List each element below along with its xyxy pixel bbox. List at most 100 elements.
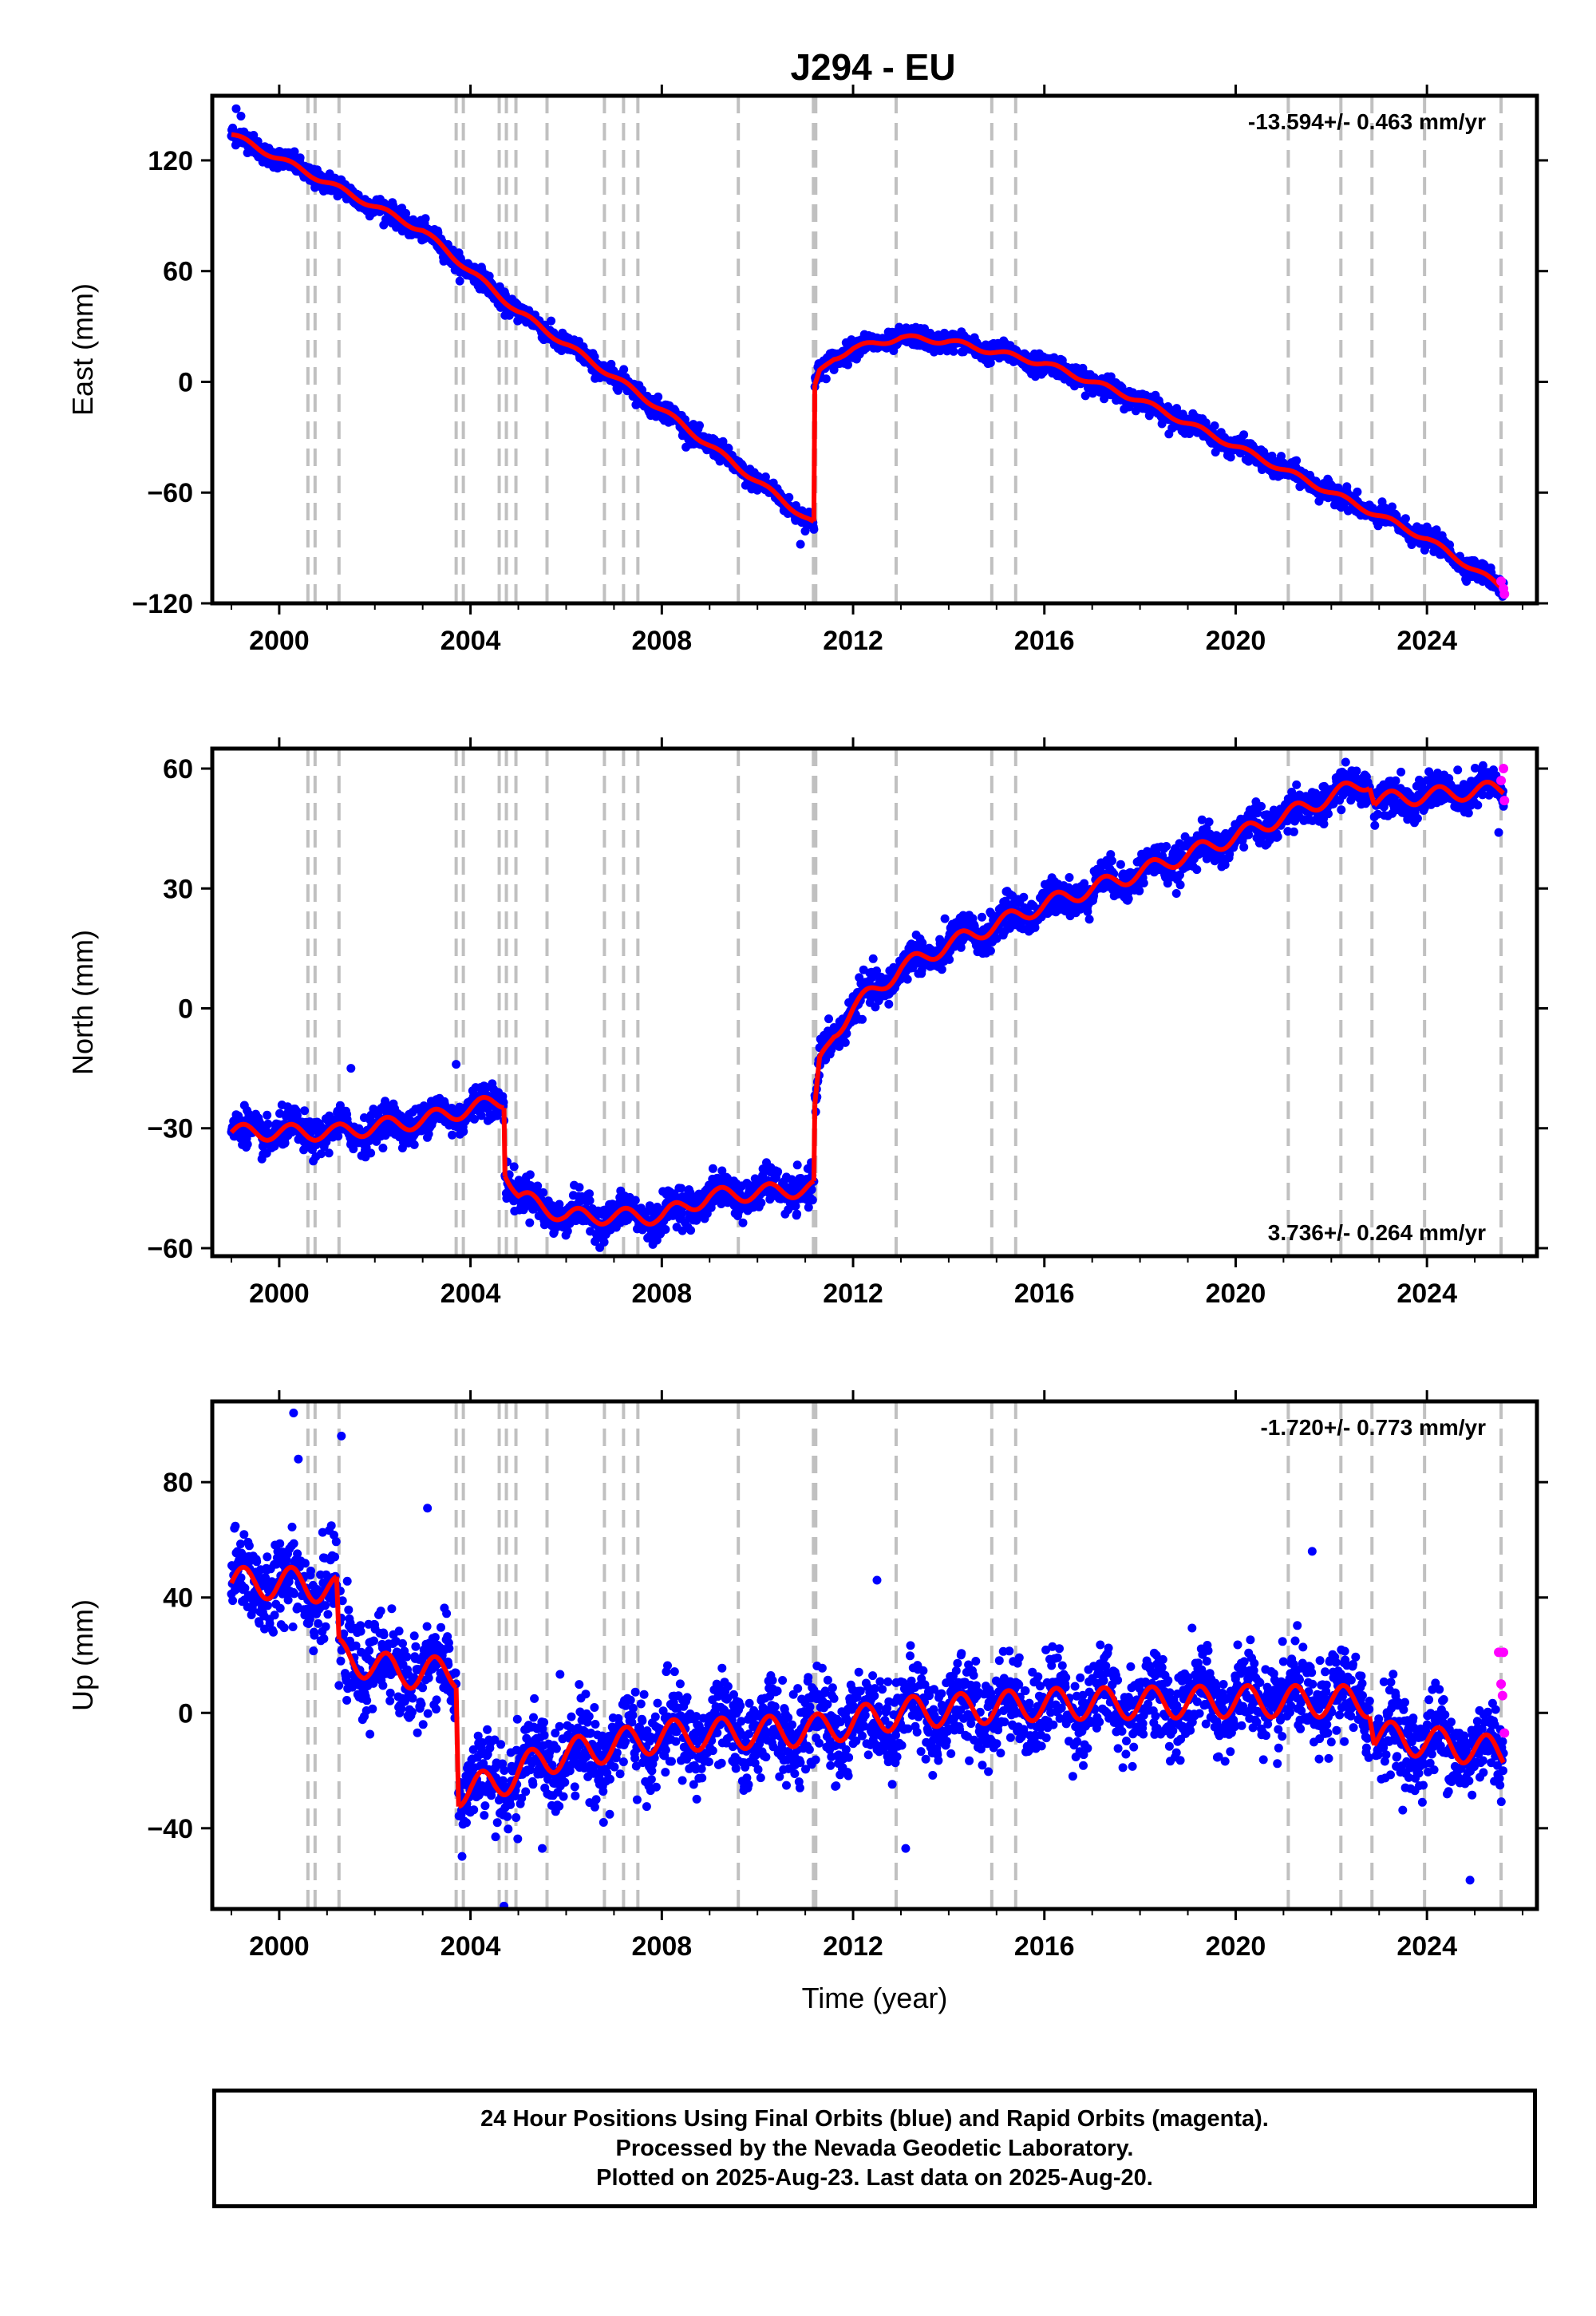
data-point [840, 1037, 850, 1047]
y-axis-label: East (mm) [66, 283, 99, 416]
data-point [871, 1002, 880, 1012]
data-point [808, 1196, 817, 1205]
data-point [821, 374, 831, 384]
data-point [334, 1132, 343, 1141]
data-point [760, 472, 770, 481]
data-point [1076, 904, 1085, 914]
data-point [263, 1110, 272, 1120]
rapid-point [1499, 589, 1510, 599]
event-lines [306, 96, 1503, 603]
data-point [1400, 514, 1410, 524]
y-tick-label: 60 [163, 257, 193, 287]
data-point [525, 1170, 535, 1180]
data-point [986, 358, 995, 368]
data-point [630, 1196, 640, 1205]
data-point [884, 999, 894, 1009]
data-point [843, 360, 852, 370]
data-point [908, 962, 918, 971]
data-point [1019, 892, 1029, 902]
data-point [349, 1144, 358, 1154]
data-point [243, 1140, 252, 1149]
figure-title: J294 - EU [790, 46, 955, 88]
data-point [757, 1198, 766, 1207]
data-point [992, 934, 1001, 943]
data-point [1065, 873, 1074, 882]
data-point [599, 1237, 609, 1247]
outlier-point [231, 104, 241, 113]
data-point [956, 943, 966, 952]
data-point [1080, 391, 1090, 401]
final-orbit-points [227, 757, 1508, 1252]
data-point [378, 1144, 388, 1152]
data-point [858, 1014, 867, 1024]
data-point [275, 1109, 284, 1118]
data-point [295, 153, 305, 163]
data-point [547, 316, 556, 326]
data-point [1030, 923, 1040, 932]
data-point [421, 214, 430, 223]
data-point [533, 1181, 543, 1191]
data-point [509, 1162, 519, 1172]
data-point [459, 1127, 468, 1136]
data-point [365, 1136, 374, 1145]
panel-east: 2000 2004 2008 2012 2016 2020 2024−120−6006012… [66, 85, 1548, 656]
data-point [940, 914, 950, 923]
data-point [645, 1201, 654, 1211]
data-point [792, 1209, 802, 1219]
data-point [619, 365, 629, 374]
data-point [949, 346, 958, 356]
data-point [525, 1218, 535, 1227]
data-point [1226, 453, 1235, 462]
data-point [563, 1227, 572, 1236]
model-curve-segment [812, 333, 1506, 592]
data-point [1292, 456, 1302, 465]
outlier-point [1112, 396, 1121, 405]
panel-north: 2000 2004 2008 2012 2016 2020 2024−60−3003060N… [66, 737, 1548, 1309]
data-point [824, 1014, 833, 1024]
data-point [678, 1208, 687, 1218]
data-point [868, 954, 878, 963]
data-point [585, 1189, 594, 1199]
x-tick-label: 2000 [249, 626, 310, 656]
data-point [290, 147, 299, 156]
rapid-point [1496, 576, 1507, 587]
x-tick-label: 2004 [440, 626, 501, 656]
data-point [903, 974, 912, 984]
velocity-rate-label: -13.594+/- 0.463 mm/yr [1248, 109, 1486, 134]
data-point [872, 966, 881, 975]
data-point [661, 1225, 670, 1234]
data-point [316, 1149, 326, 1159]
final-orbit-points [227, 104, 1508, 601]
data-point [945, 954, 954, 964]
model-curve-segment [231, 132, 816, 524]
model-offset [811, 385, 818, 522]
data-point [1088, 389, 1097, 398]
data-point [809, 524, 819, 534]
data-point [937, 965, 946, 974]
data-point [263, 1119, 273, 1128]
data-point [986, 946, 995, 955]
data-point [455, 276, 464, 286]
data-point [366, 1148, 376, 1158]
data-point [695, 421, 704, 430]
data-point [978, 912, 986, 922]
x-tick-label: 2008 [632, 626, 693, 656]
data-point [1353, 487, 1362, 496]
data-point [686, 1226, 696, 1235]
y-tick-label: 0 [178, 367, 193, 397]
data-point [1388, 502, 1396, 512]
data-point [1239, 430, 1249, 440]
data-point [585, 1196, 595, 1205]
x-tick-label: 2012 [823, 626, 883, 656]
data-point [738, 1218, 748, 1227]
data-point [324, 1148, 334, 1158]
data-point [499, 1097, 508, 1107]
data-point [677, 1184, 686, 1193]
x-tick-label: 2024 [1396, 626, 1457, 656]
y-tick-label: 120 [148, 146, 193, 176]
data-point [614, 385, 623, 395]
data-point [717, 1166, 727, 1176]
data-point [448, 1130, 457, 1140]
data-point [1210, 421, 1219, 430]
